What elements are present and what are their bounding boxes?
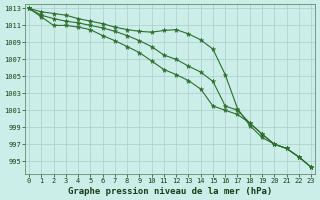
X-axis label: Graphe pression niveau de la mer (hPa): Graphe pression niveau de la mer (hPa) <box>68 187 272 196</box>
